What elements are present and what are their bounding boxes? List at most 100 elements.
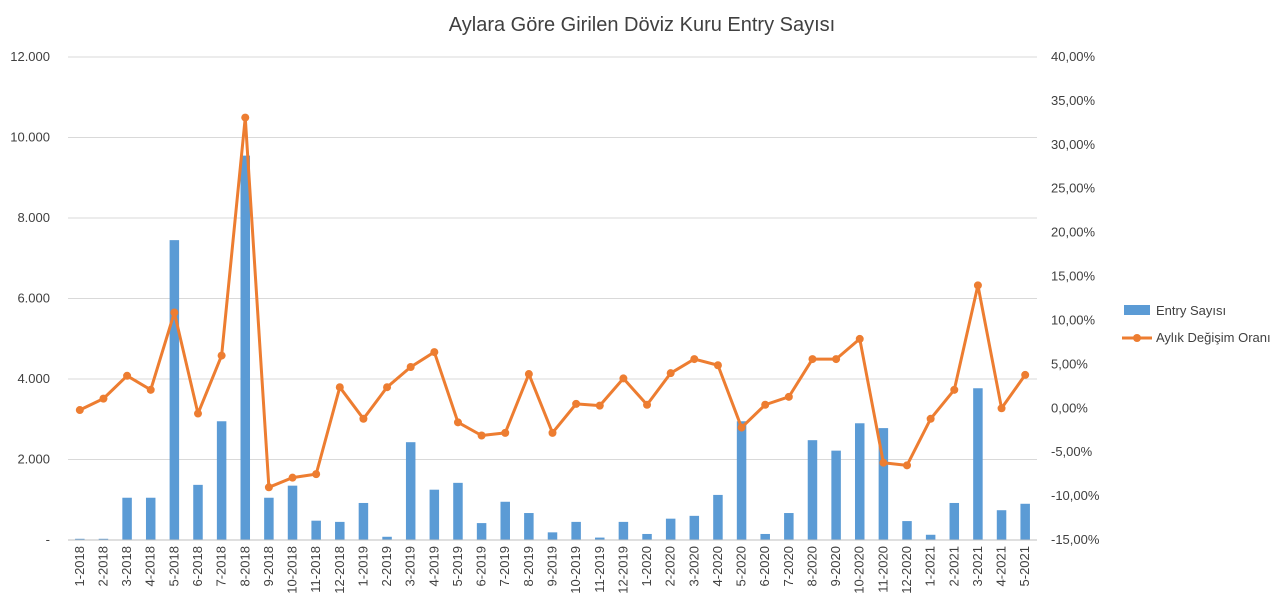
x-tick-label: 9-2019 (545, 546, 560, 586)
bar (547, 532, 558, 540)
line-point (903, 461, 912, 470)
bar (429, 489, 440, 540)
bar (500, 501, 510, 540)
x-tick-label: 11-2020 (875, 546, 890, 593)
x-tick-label: 12-2018 (332, 546, 347, 594)
x-tick-label: 7-2018 (214, 546, 229, 586)
bar (689, 515, 700, 540)
bar (405, 442, 416, 540)
line-point (477, 431, 486, 440)
right-tick-label: 30,00% (1051, 137, 1096, 152)
line-point (713, 361, 722, 370)
right-tick-label: -10,00% (1051, 488, 1100, 503)
bar (311, 520, 321, 540)
line-point (548, 428, 557, 437)
x-tick-label: 9-2020 (828, 546, 843, 586)
bar (618, 521, 629, 540)
x-tick-label: 3-2019 (403, 546, 418, 586)
line-point (288, 473, 297, 482)
bar (335, 521, 345, 540)
x-tick-label: 4-2021 (994, 546, 1009, 586)
x-tick-label: 7-2019 (497, 546, 512, 586)
bar (476, 523, 487, 540)
bar (358, 502, 369, 540)
bar (169, 240, 180, 540)
line-point (973, 281, 982, 290)
x-tick-label: 6-2018 (190, 546, 205, 586)
left-tick-label: 4.000 (17, 371, 50, 386)
x-tick-label: 10-2018 (285, 546, 300, 594)
line-point (572, 399, 581, 408)
line-point (383, 383, 392, 392)
bar (807, 440, 818, 540)
legend-swatch-bar (1124, 305, 1150, 315)
x-tick-label: 12-2020 (899, 546, 914, 594)
line-point (619, 374, 628, 383)
right-axis: -15,00% -10,00% -5,00% 0,00% 5,00% 10,00% 15,0… (1051, 49, 1100, 547)
line-point (312, 470, 321, 479)
bar (642, 533, 652, 540)
bar (854, 423, 865, 540)
x-tick-label: 1-2021 (923, 546, 938, 586)
x-tick-label: 3-2018 (119, 546, 134, 586)
right-tick-label: 20,00% (1051, 225, 1096, 240)
line-point (524, 370, 533, 379)
line-point (264, 483, 273, 492)
line-point (75, 406, 84, 415)
legend-label: Entry Sayısı (1156, 303, 1226, 318)
line-point (123, 371, 132, 380)
x-tick-label: 8-2018 (237, 546, 252, 586)
line-point (146, 385, 155, 394)
x-tick-label: 11-2019 (592, 546, 607, 593)
bar (193, 484, 203, 540)
x-tick-label: 1-2019 (355, 546, 370, 586)
bar (949, 502, 960, 540)
line-point (997, 404, 1006, 413)
x-tick-label: 5-2018 (166, 546, 181, 586)
bar (145, 497, 156, 540)
x-tick-label: 5-2020 (734, 546, 749, 586)
x-tick-label: 1-2020 (639, 546, 654, 586)
bar (122, 497, 132, 540)
line-point (453, 418, 462, 427)
line-point (595, 401, 604, 410)
left-axis: - 2.000 4.000 6.000 8.000 10.000 12.000 (10, 49, 50, 547)
x-tick-label: 4-2019 (426, 546, 441, 586)
bar (524, 513, 534, 540)
line-point (406, 362, 415, 371)
line-point (501, 428, 510, 437)
line-point (666, 369, 675, 378)
chart-title: Aylara Göre Girilen Döviz Kuru Entry Say… (449, 14, 835, 36)
right-tick-label: -5,00% (1051, 444, 1093, 459)
gridlines (68, 56, 1037, 460)
bar (453, 482, 463, 540)
left-tick-label: 6.000 (17, 291, 50, 306)
bar (216, 421, 227, 540)
line-point (170, 308, 179, 317)
x-tick-label: 8-2019 (521, 546, 536, 586)
x-tick-label: 6-2019 (474, 546, 489, 586)
bar (831, 450, 841, 540)
x-tick-label: 2-2020 (663, 546, 678, 586)
right-tick-label: -15,00% (1051, 532, 1100, 547)
x-tick-label: 1-2018 (72, 546, 87, 586)
bar (1020, 503, 1030, 540)
line-point (335, 383, 344, 392)
right-tick-label: 25,00% (1051, 181, 1096, 196)
x-tick-label: 10-2020 (852, 546, 867, 594)
right-tick-label: 40,00% (1051, 49, 1096, 64)
bar (665, 518, 676, 540)
line-point (950, 385, 959, 394)
line-point (926, 414, 935, 423)
line-point (855, 334, 864, 343)
line-series (75, 113, 1030, 492)
x-tick-label: 12-2019 (615, 546, 630, 594)
legend-swatch-marker (1133, 334, 1141, 342)
bar-series (75, 155, 1030, 541)
bar (878, 428, 889, 540)
line-point (99, 394, 108, 403)
line-point (879, 458, 888, 467)
bar (713, 494, 723, 540)
bar (784, 513, 794, 540)
